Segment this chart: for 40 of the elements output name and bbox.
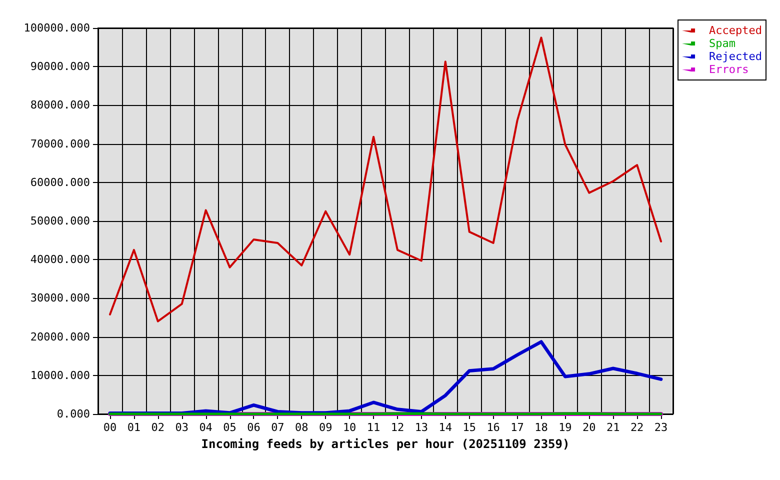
legend-label: Rejected <box>709 50 762 63</box>
x-tick-label: 22 <box>630 421 644 434</box>
x-tick-label: 23 <box>654 421 668 434</box>
y-tick-label: 70000.000 <box>30 137 90 150</box>
y-tick-label: 20000.000 <box>30 330 90 344</box>
x-tick-label: 20 <box>582 421 596 434</box>
x-tick-label: 04 <box>199 421 213 434</box>
x-tick-label: 17 <box>510 421 524 434</box>
x-tick-label: 16 <box>486 421 500 434</box>
y-tick-label: 10000.000 <box>30 368 90 382</box>
y-tick-label: 90000.000 <box>30 60 90 74</box>
x-tick-label: 19 <box>558 421 572 434</box>
y-tick-label: 30000.000 <box>30 292 90 305</box>
x-tick-label: 09 <box>318 421 332 434</box>
x-tick-label: 11 <box>366 421 380 434</box>
x-tick-label: 15 <box>462 421 476 434</box>
x-tick-label: 00 <box>103 421 117 434</box>
x-tick-label: 02 <box>151 421 165 434</box>
x-axis-title: Incoming feeds by articles per hour (20251109 2359) <box>201 437 570 451</box>
x-tick-label: 01 <box>127 421 141 434</box>
legend-label: Errors <box>709 63 749 76</box>
legend-label: Accepted <box>709 24 762 37</box>
y-tick-label: 50000.000 <box>30 214 90 228</box>
y-tick-label: 60000.000 <box>30 176 90 189</box>
x-tick-label: 21 <box>606 421 620 434</box>
x-tick-label: 05 <box>223 421 236 434</box>
x-tick-label: 03 <box>175 421 188 434</box>
x-tick-label: 07 <box>271 421 284 434</box>
y-tick-label: 100000.000 <box>24 22 90 34</box>
y-tick-label: 40000.000 <box>30 253 90 266</box>
y-tick-label: 80000.000 <box>30 98 90 112</box>
y-tick-label: 0.000 <box>56 408 90 420</box>
x-tick-label: 13 <box>414 421 428 434</box>
x-tick-label: 12 <box>390 421 404 434</box>
x-tick-label: 18 <box>534 421 548 434</box>
legend-label: Spam <box>709 37 736 50</box>
x-tick-label: 10 <box>342 421 356 434</box>
x-tick-label: 14 <box>438 421 452 434</box>
x-tick-label: 06 <box>247 421 260 434</box>
x-tick-label: 08 <box>295 421 308 434</box>
